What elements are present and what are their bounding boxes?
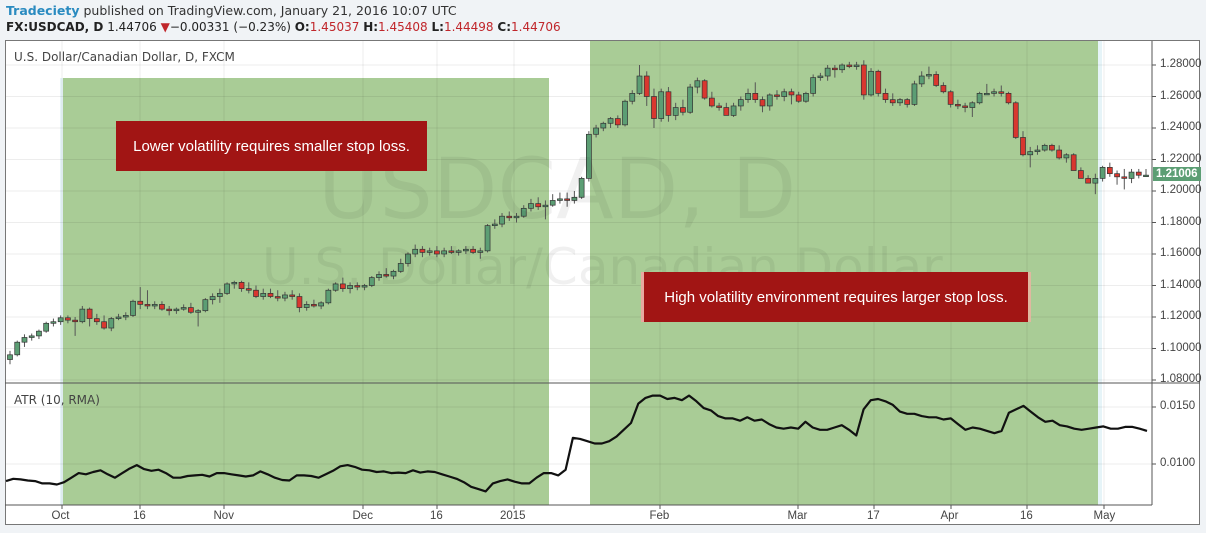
- atr-axis-label: 0.0150: [1160, 400, 1196, 412]
- time-axis-label: May: [1093, 510, 1116, 522]
- price-axis-label: 1.16000: [1160, 247, 1202, 259]
- time-axis-label: 16: [1020, 510, 1033, 522]
- open-value: 1.45037: [309, 20, 360, 34]
- time-axis-label: Oct: [51, 510, 70, 522]
- high-label: H:: [363, 20, 379, 34]
- atr-line: [5, 394, 1148, 493]
- time-axis-label: 2015: [500, 510, 526, 522]
- price-axis-label: 1.26000: [1160, 89, 1202, 102]
- price-axis-label: 1.14000: [1160, 278, 1202, 291]
- price-axis-label: 1.18000: [1160, 215, 1202, 228]
- time-axis-label: 16: [430, 510, 443, 522]
- low-label: L:: [431, 20, 444, 34]
- open-label: O:: [294, 20, 310, 34]
- price-axis-label: 1.28000: [1160, 58, 1202, 70]
- price-axis-label: 1.20000: [1160, 184, 1202, 196]
- close-label: C:: [497, 20, 511, 34]
- price-axis-label: 1.08000: [1160, 373, 1202, 385]
- time-axis-label: Dec: [352, 510, 373, 522]
- price-axis-label: 1.22000: [1160, 152, 1202, 165]
- last-price: 1.44706: [107, 20, 157, 34]
- price-axis-label: 1.10000: [1160, 341, 1202, 354]
- symbol-label: FX:USDCAD, D: [6, 20, 104, 34]
- close-value: 1.44706: [511, 20, 561, 34]
- publish-text: published on TradingView.com, January 21…: [79, 3, 457, 18]
- current-price-tag: 1.21006: [1153, 167, 1201, 181]
- time-axis-label: 17: [867, 510, 880, 522]
- atr-axis-label: 0.0100: [1160, 457, 1196, 469]
- high-value: 1.45408: [378, 20, 428, 34]
- price-axis-label: 1.12000: [1160, 310, 1202, 322]
- symbol-ohlc-line: FX:USDCAD, D 1.44706 ▼−0.00331 (−0.23%) …: [6, 20, 561, 34]
- price-change: −0.00331 (−0.23%): [169, 20, 291, 34]
- triangle-down-icon: ▼: [160, 20, 170, 34]
- publish-info: Tradeciety published on TradingView.com,…: [6, 3, 457, 18]
- atr-pane-title: ATR (10, RMA): [14, 393, 100, 407]
- time-axis-label: Nov: [213, 510, 234, 522]
- time-axis-label: Mar: [787, 510, 808, 522]
- price-pane-title: U.S. Dollar/Canadian Dollar, D, FXCM: [14, 50, 235, 64]
- time-axis-label: 16: [133, 510, 146, 522]
- price-axis-label: 1.24000: [1160, 121, 1202, 133]
- time-axis-label: Feb: [649, 510, 670, 522]
- high-volatility-note[interactable]: High volatility environment requires lar…: [644, 272, 1028, 322]
- publisher-link[interactable]: Tradeciety: [6, 3, 80, 18]
- candlesticks: [7, 60, 1149, 365]
- time-axis-label: Apr: [940, 510, 959, 522]
- low-volatility-note[interactable]: Lower volatility requires smaller stop l…: [116, 121, 427, 171]
- low-value: 1.44498: [443, 20, 494, 34]
